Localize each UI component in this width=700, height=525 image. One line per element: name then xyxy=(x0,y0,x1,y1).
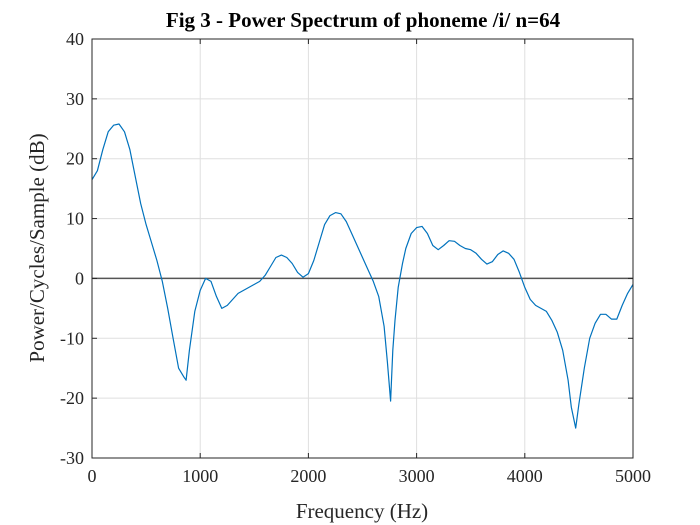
x-tick-label: 0 xyxy=(88,466,97,486)
series-group xyxy=(91,123,634,429)
chart-title: Fig 3 - Power Spectrum of phoneme /i/ n=… xyxy=(166,8,561,32)
x-tick-labels: 0 1000 2000 3000 4000 5000 xyxy=(88,466,652,486)
y-tick-label: -10 xyxy=(60,328,84,348)
y-tick-label: -30 xyxy=(60,448,84,468)
y-tick-label: 20 xyxy=(66,149,84,169)
y-tick-label: 0 xyxy=(75,268,84,288)
y-tick-label: 30 xyxy=(66,89,84,109)
plot-frame xyxy=(91,38,634,459)
y-tick-label: 10 xyxy=(66,209,84,229)
x-tick-label: 4000 xyxy=(507,466,543,486)
y-tick-label: -20 xyxy=(60,388,84,408)
x-axis-label: Frequency (Hz) xyxy=(296,499,428,523)
plot-area xyxy=(92,39,633,458)
x-tick-label: 3000 xyxy=(399,466,435,486)
y-tick-labels: -30 -20 -10 0 10 20 30 40 xyxy=(60,29,84,468)
x-tick-label: 5000 xyxy=(615,466,651,486)
x-tick-label: 1000 xyxy=(182,466,218,486)
series-line-0 xyxy=(91,123,634,429)
y-axis-label: Power/Cycles/Sample (dB) xyxy=(25,133,49,362)
axis-ticks xyxy=(91,38,634,459)
y-tick-label: 40 xyxy=(66,29,84,49)
x-tick-label: 2000 xyxy=(290,466,326,486)
